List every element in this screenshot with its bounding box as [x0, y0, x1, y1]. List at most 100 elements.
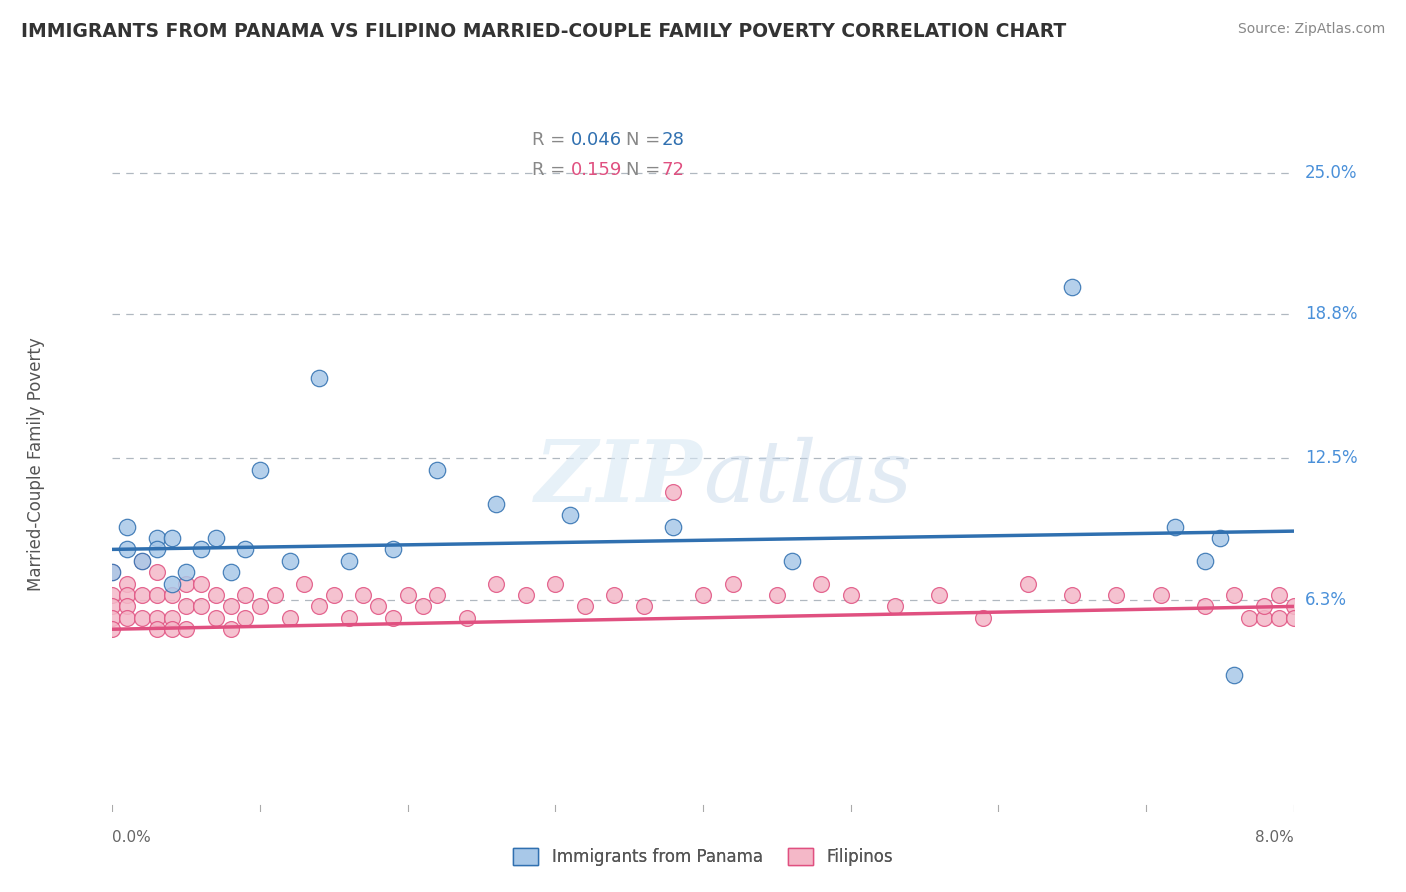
Point: [1268, 588, 1291, 602]
Point: [190, 542, 212, 557]
Text: IMMIGRANTS FROM PANAMA VS FILIPINO MARRIED-COUPLE FAMILY POVERTY CORRELATION CHA: IMMIGRANTS FROM PANAMA VS FILIPINO MARRI…: [21, 22, 1066, 41]
Text: 0.159: 0.159: [571, 161, 621, 179]
Text: R =: R =: [531, 161, 565, 179]
Point: [117, 611, 138, 625]
Text: 25.0%: 25.0%: [1305, 164, 1357, 182]
Point: [780, 554, 803, 568]
Point: [1164, 519, 1187, 533]
Text: 72: 72: [662, 161, 685, 179]
Point: [101, 565, 124, 579]
Point: [810, 576, 832, 591]
Point: [1017, 576, 1039, 591]
Point: [101, 588, 124, 602]
Point: [839, 588, 862, 602]
Point: [131, 554, 153, 568]
Point: [382, 542, 405, 557]
Point: [174, 576, 197, 591]
Point: [1105, 588, 1128, 602]
Point: [205, 611, 228, 625]
Point: [101, 599, 124, 614]
Point: [160, 588, 183, 602]
Point: [233, 588, 256, 602]
Point: [174, 565, 197, 579]
Point: [131, 554, 153, 568]
Point: [174, 622, 197, 636]
Point: [1062, 280, 1084, 294]
Point: [146, 531, 169, 545]
Point: [101, 611, 124, 625]
Point: [662, 485, 685, 500]
Point: [367, 599, 389, 614]
Point: [337, 611, 360, 625]
Point: [1223, 668, 1246, 682]
Legend: Immigrants from Panama, Filipinos: Immigrants from Panama, Filipinos: [506, 841, 900, 873]
Point: [160, 576, 183, 591]
Point: [146, 611, 169, 625]
Point: [560, 508, 582, 523]
Point: [1194, 554, 1216, 568]
Point: [146, 565, 169, 579]
Text: R =: R =: [531, 131, 565, 149]
Point: [219, 622, 242, 636]
Text: Source: ZipAtlas.com: Source: ZipAtlas.com: [1237, 22, 1385, 37]
Point: [190, 576, 212, 591]
Point: [146, 588, 169, 602]
Text: 0.046: 0.046: [571, 131, 621, 149]
Point: [426, 462, 449, 476]
Point: [101, 565, 124, 579]
Point: [308, 599, 330, 614]
Point: [412, 599, 434, 614]
Text: ZIP: ZIP: [536, 436, 703, 519]
Point: [1253, 599, 1275, 614]
Point: [131, 611, 153, 625]
Point: [117, 519, 138, 533]
Point: [264, 588, 287, 602]
Point: [219, 599, 242, 614]
Point: [884, 599, 907, 614]
Point: [278, 554, 301, 568]
Point: [574, 599, 596, 614]
Point: [1194, 599, 1216, 614]
Point: [205, 588, 228, 602]
Text: N =: N =: [626, 161, 661, 179]
Point: [456, 611, 478, 625]
Point: [1268, 611, 1291, 625]
Point: [174, 599, 197, 614]
Point: [352, 588, 374, 602]
Point: [485, 497, 508, 511]
Point: [603, 588, 626, 602]
Point: [146, 542, 169, 557]
Text: 6.3%: 6.3%: [1305, 591, 1347, 608]
Text: N =: N =: [626, 131, 661, 149]
Point: [721, 576, 744, 591]
Point: [160, 611, 183, 625]
Point: [308, 371, 330, 385]
Text: 12.5%: 12.5%: [1305, 450, 1357, 467]
Point: [117, 599, 138, 614]
Point: [117, 588, 138, 602]
Point: [1282, 611, 1305, 625]
Text: 8.0%: 8.0%: [1254, 830, 1294, 845]
Point: [117, 542, 138, 557]
Point: [544, 576, 567, 591]
Point: [131, 588, 153, 602]
Point: [1208, 531, 1232, 545]
Point: [101, 622, 124, 636]
Point: [1062, 588, 1084, 602]
Text: 18.8%: 18.8%: [1305, 305, 1357, 324]
Point: [1239, 611, 1261, 625]
Point: [249, 599, 271, 614]
Point: [1150, 588, 1173, 602]
Point: [1223, 588, 1246, 602]
Point: [1282, 599, 1305, 614]
Point: [662, 519, 685, 533]
Point: [190, 599, 212, 614]
Point: [1253, 611, 1275, 625]
Point: [485, 576, 508, 591]
Point: [146, 622, 169, 636]
Point: [692, 588, 714, 602]
Point: [337, 554, 360, 568]
Point: [117, 576, 138, 591]
Point: [973, 611, 995, 625]
Point: [765, 588, 787, 602]
